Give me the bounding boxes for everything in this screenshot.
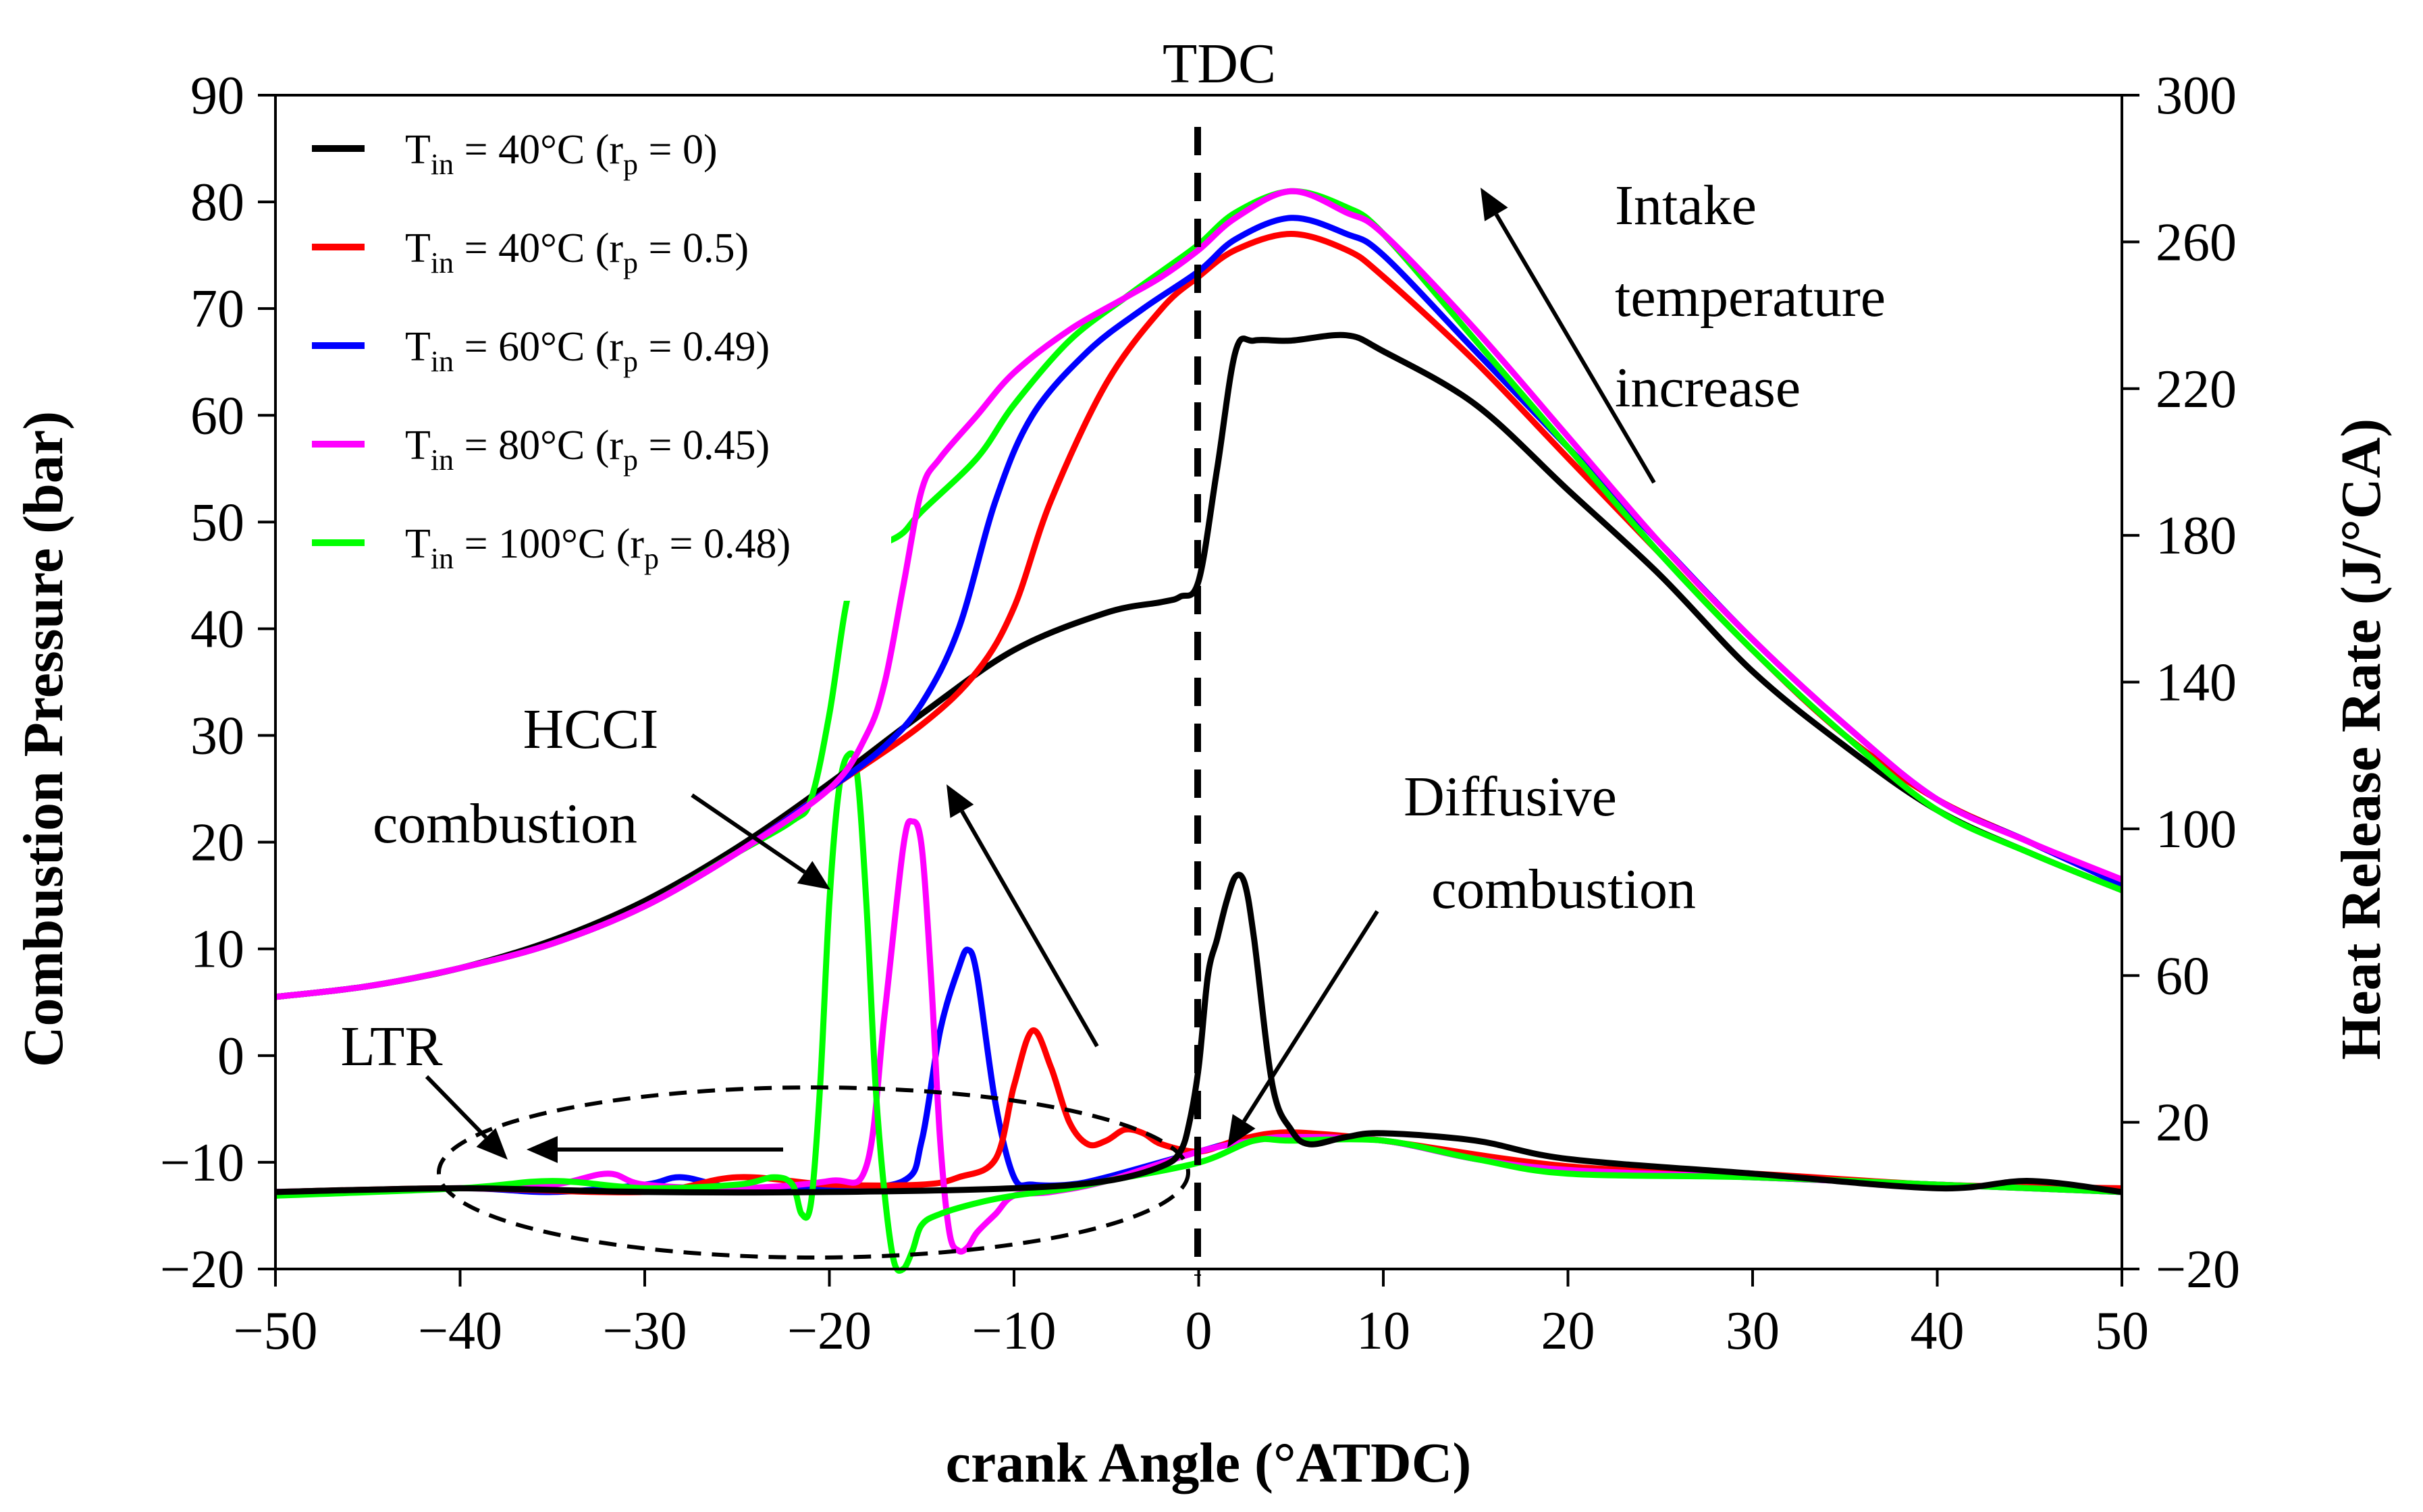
x-tick-label: 50 — [2095, 1301, 2149, 1361]
legend-background — [297, 115, 891, 601]
x-tick-label: 20 — [1541, 1301, 1595, 1361]
y-left-tick-label: 90 — [190, 66, 244, 126]
y-right-tick-label: 20 — [2156, 1094, 2210, 1153]
y-left-tick-label: 70 — [190, 279, 244, 339]
y-right-tick-label: 100 — [2156, 800, 2237, 859]
annotation-hcci-line1: HCCI — [523, 698, 659, 761]
y-right-tick-label: 140 — [2156, 653, 2237, 713]
hcci-arrow — [691, 793, 830, 890]
annotation-intake-line1: Intake — [1615, 174, 1757, 237]
y-left-tick-label: 40 — [190, 599, 244, 659]
legend-label-1: Tin = 40°C (rp = 0) — [405, 127, 718, 181]
y-axis-left: −20 −10 0 10 20 30 40 50 60 70 80 90 — [160, 66, 275, 1299]
y-axis-left-title: Combustion Pressure (bar) — [12, 411, 75, 1067]
pressure-line-series-1 — [275, 331, 2123, 1000]
x-tick-label: 0 — [1186, 1301, 1213, 1361]
ltr-arrow — [425, 1075, 508, 1160]
y-left-tick-label: 10 — [190, 920, 244, 979]
annotation-arrows — [425, 188, 1656, 1163]
hrr-line-series-1 — [275, 871, 2123, 1196]
x-tick-label: 30 — [1726, 1301, 1780, 1361]
legend-label-4: Tin = 80°C (rp = 0.45) — [405, 423, 770, 477]
annotation-ltr: LTR — [341, 1015, 443, 1078]
annotation-diffusive-line2: combustion — [1431, 858, 1696, 921]
x-axis-title: crank Angle (°ATDC) — [946, 1432, 1472, 1494]
y-left-tick-label: 0 — [217, 1027, 244, 1086]
annotation-intake-line2: temperature — [1615, 266, 1886, 329]
tdc-label: TDC — [1163, 32, 1276, 95]
annotation-intake-line3: increase — [1615, 356, 1801, 419]
y-left-tick-label: 30 — [190, 707, 244, 766]
y-right-tick-label: 220 — [2156, 360, 2237, 419]
y-left-tick-label: −10 — [160, 1133, 244, 1193]
legend-label-5: Tin = 100°C (rp = 0.48) — [405, 521, 791, 575]
pressure-line-series-4 — [275, 188, 2123, 1000]
y-right-tick-label: 300 — [2156, 66, 2237, 126]
x-tick-label: 40 — [1911, 1301, 1965, 1361]
y-left-tick-label: −20 — [160, 1240, 244, 1299]
y-left-tick-label: 50 — [190, 493, 244, 552]
x-tick-label: −20 — [787, 1301, 872, 1361]
y-right-tick-label: 180 — [2156, 506, 2237, 566]
y-right-tick-label: 60 — [2156, 946, 2210, 1006]
y-axis-right: −20 20 60 100 140 180 220 260 300 — [2122, 66, 2240, 1299]
y-left-tick-label: 20 — [190, 813, 244, 873]
hcci-arrow-up — [947, 784, 1099, 1048]
x-tick-label: −50 — [233, 1301, 317, 1361]
legend-label-3: Tin = 60°C (rp = 0.49) — [405, 324, 770, 378]
plot-content — [275, 188, 2123, 1274]
y-left-tick-label: 80 — [190, 173, 244, 232]
diffusive-arrow — [1227, 910, 1379, 1148]
hrr-line-series-2 — [275, 1027, 2123, 1195]
y-right-tick-label: −20 — [2156, 1240, 2240, 1299]
ltr-ellipse — [437, 1085, 1190, 1260]
x-tick-label: −30 — [602, 1301, 687, 1361]
annotation-diffusive-line1: Diffusive — [1404, 765, 1617, 828]
x-axis: −50 −40 −30 −20 −10 0 10 20 30 40 50 — [233, 1269, 2149, 1361]
ltr-horizontal-arrow — [527, 1136, 783, 1163]
y-left-tick-label: 60 — [190, 386, 244, 446]
x-tick-label: 10 — [1356, 1301, 1410, 1361]
legend-label-2: Tin = 40°C (rp = 0.5) — [405, 225, 749, 279]
hrr-line-series-5 — [275, 750, 2123, 1274]
x-tick-label: −10 — [971, 1301, 1056, 1361]
legend: Tin = 40°C (rp = 0) Tin = 40°C (rp = 0.5)… — [312, 127, 791, 575]
intake-arrow — [1481, 188, 1656, 484]
y-axis-right-title: Heat Release Rate (J/°CA) — [2330, 418, 2393, 1060]
x-tick-label: −40 — [418, 1301, 502, 1361]
annotation-hcci-line2: combustion — [373, 792, 637, 855]
y-right-tick-label: 260 — [2156, 213, 2237, 272]
